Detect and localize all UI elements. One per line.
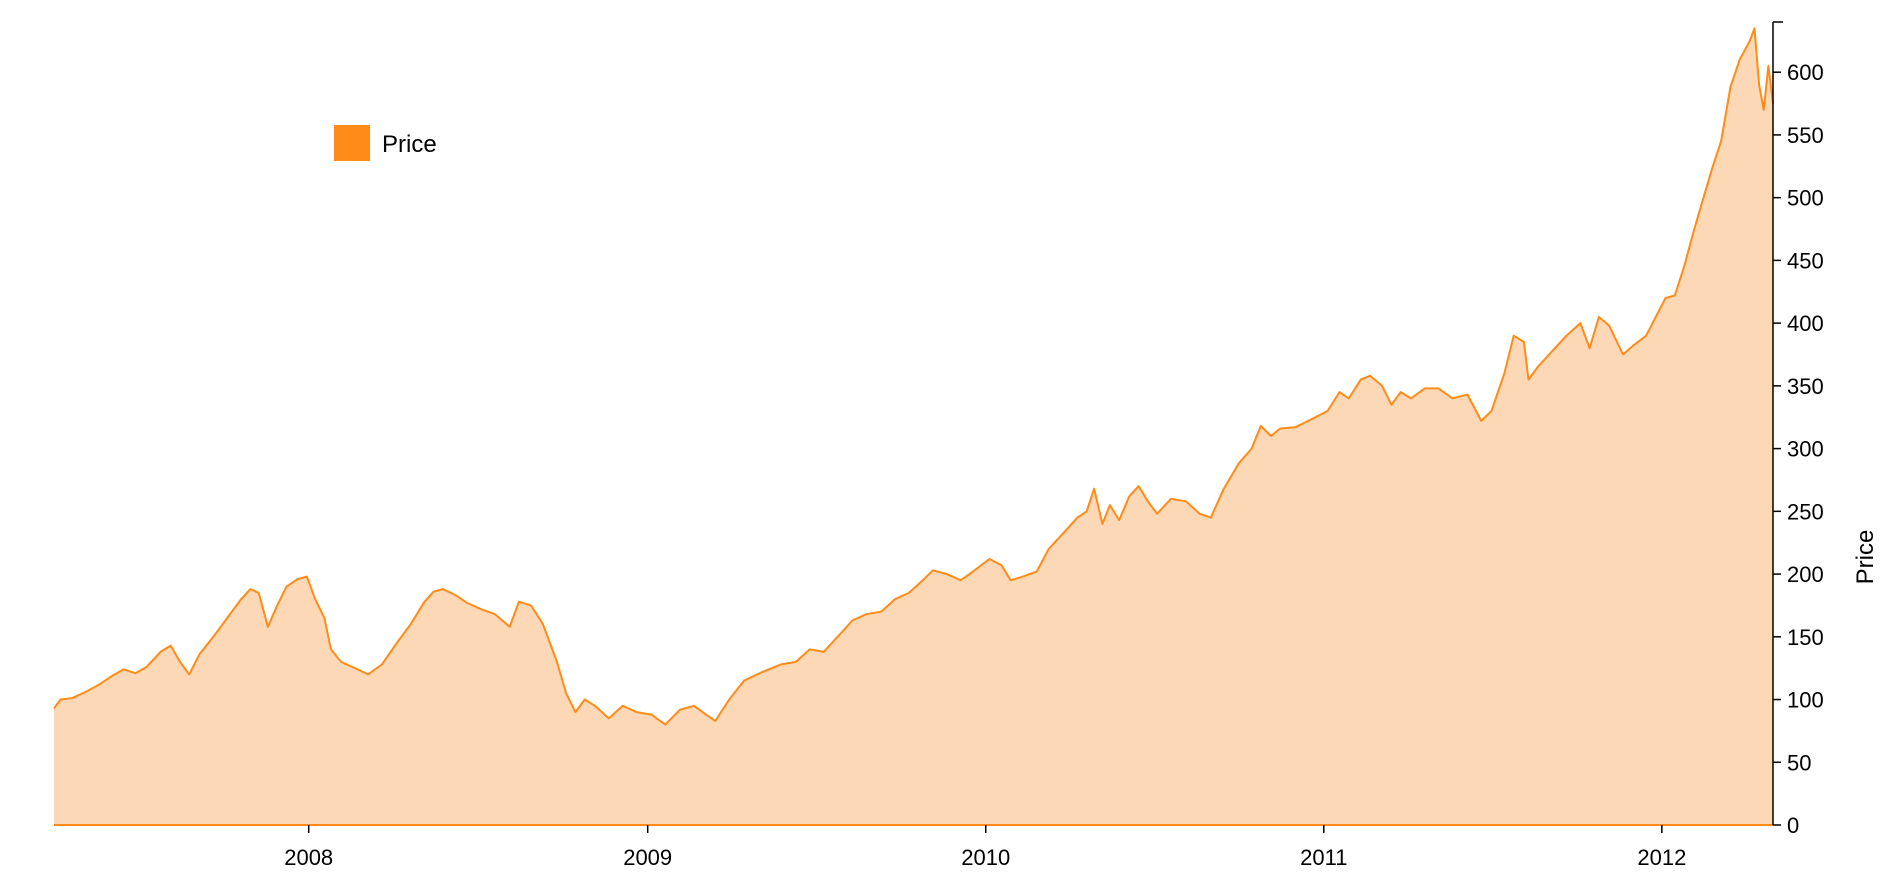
y-tick-label: 150 [1787,625,1824,650]
x-tick-label: 2008 [284,845,333,870]
x-tick-label: 2010 [961,845,1010,870]
x-tick-label: 2011 [1300,845,1347,870]
y-tick-label: 350 [1787,374,1824,399]
y-tick-label: 550 [1787,123,1824,148]
x-tick-label: 2009 [623,845,672,870]
x-tick-label: 2012 [1637,845,1686,870]
legend-swatch-price [334,125,370,161]
legend: Price [334,125,437,161]
y-tick-label: 600 [1787,60,1824,85]
y-tick-label: 0 [1787,813,1799,838]
y-tick-label: 450 [1787,248,1824,273]
price-area-fill [54,28,1773,826]
plot-area [53,27,1774,826]
legend-label-price: Price [382,131,437,158]
y-axis: 0 50 100 150 200 250 300 350 400 450 500 550 600 [1772,21,1824,838]
y-tick-label: 200 [1787,562,1824,587]
price-line [53,27,1774,726]
y-tick-label: 500 [1787,186,1824,211]
y-tick-label: 400 [1787,311,1824,336]
y-axis-title: Price [1852,530,1879,585]
y-tick-label: 50 [1787,750,1811,775]
y-tick-label: 100 [1787,688,1824,713]
x-axis: 2008 2009 2010 2011 2012 [284,825,1686,870]
y-tick-label: 250 [1787,499,1824,524]
y-tick-label: 300 [1787,437,1824,462]
